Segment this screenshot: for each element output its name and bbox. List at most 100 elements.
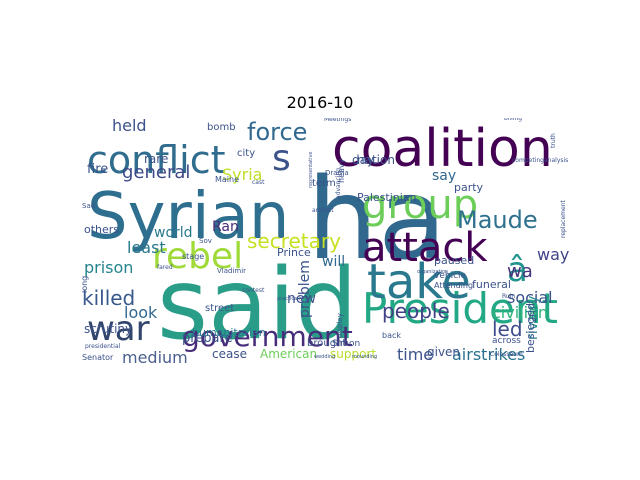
- word-wa: wa: [507, 261, 533, 282]
- word-billing: billing: [504, 118, 522, 122]
- word-said: said: [157, 248, 358, 362]
- word-backwash: backwash: [454, 118, 494, 120]
- word-organization: organization: [417, 269, 448, 275]
- word-truth: truth: [550, 133, 557, 148]
- word-representative: representative: [308, 152, 314, 188]
- word-fared: fared: [157, 264, 173, 271]
- word-attack: attack: [362, 225, 488, 271]
- word-medium: medium: [122, 348, 188, 367]
- word-back: back: [382, 331, 401, 340]
- word-conflict: conflict: [87, 138, 226, 182]
- word-coalition: coalition: [332, 119, 553, 179]
- word-s: s: [272, 138, 291, 179]
- word-airstrikes: airstrikes: [452, 345, 525, 364]
- word-prepare: prepare: [182, 331, 233, 346]
- word-rare: rare: [144, 152, 168, 166]
- word-social: social: [507, 288, 553, 307]
- word-presidential: presidential: [85, 343, 121, 350]
- word-people: people: [382, 299, 450, 323]
- word-war: war: [87, 309, 150, 349]
- word-american: American: [260, 347, 317, 361]
- word-mounding: mounding: [352, 354, 377, 360]
- word-cease: cease: [212, 347, 247, 361]
- word-contest: contest: [242, 287, 265, 294]
- word-syria: Syria: [222, 165, 262, 184]
- word-attending: Attending: [434, 281, 473, 290]
- word-palestinian: Palestinian: [357, 191, 417, 204]
- word-rebel: rebel: [152, 236, 243, 277]
- word-force: force: [247, 118, 307, 146]
- word-vehicle: vehicle: [434, 271, 467, 281]
- word-new: new: [287, 291, 316, 307]
- word-humanitarian: humanitarian: [192, 326, 266, 339]
- word-merest: Merest: [532, 118, 559, 120]
- word-analysis: analysis: [544, 157, 568, 164]
- word-time: time: [397, 345, 433, 364]
- word-secretary: secretary: [247, 229, 341, 253]
- word-take: take: [367, 254, 471, 310]
- word-say: say: [432, 168, 456, 184]
- word-paused: paused: [434, 254, 474, 267]
- word-colosseum: Colosseum: [490, 351, 523, 358]
- word-ran: Ran: [212, 219, 239, 235]
- word-competing: competing: [512, 157, 544, 164]
- word-ruin: Ruin: [502, 293, 515, 300]
- word-replacement: replacement: [560, 199, 567, 238]
- word-syrian: Syrian: [87, 180, 289, 254]
- word-others: others: [84, 223, 119, 236]
- word-city: city: [237, 148, 255, 159]
- word-senator: Senator: [82, 353, 114, 362]
- word-maude: Maude: [457, 206, 538, 234]
- word-simon: Simon: [332, 339, 360, 349]
- word-scrutiny: scrutiny: [84, 322, 132, 336]
- word-long: long: [82, 276, 89, 293]
- word-artifact: artifact: [312, 207, 334, 214]
- word-cloud-words: hasaidSyriancoalitionPresidenttakegroupa…: [82, 118, 569, 367]
- word-cast: cast: [252, 179, 265, 186]
- word-general: general: [122, 162, 190, 183]
- word-world: world: [154, 225, 193, 241]
- word-stage: stage: [182, 252, 204, 261]
- word-practically: practically: [277, 296, 303, 302]
- word-within: within: [134, 118, 161, 121]
- word-advancing: advancing: [335, 168, 342, 199]
- word-prison: prison: [84, 258, 133, 277]
- word-fire: fire: [87, 162, 108, 177]
- word-heavy: heavy: [337, 158, 346, 183]
- word-party: party: [454, 181, 484, 194]
- word-vice: vice: [104, 118, 123, 121]
- word-way: way: [537, 245, 569, 264]
- word-civilian: civilian: [492, 303, 548, 322]
- word-besieged: besieged: [524, 303, 537, 353]
- word-meetings: Meetings: [324, 118, 351, 123]
- word-support: support: [330, 347, 376, 361]
- word-day: day: [352, 153, 374, 167]
- word-bomb: bomb: [207, 122, 236, 133]
- word-display: display: [336, 313, 344, 338]
- word-led: led: [492, 317, 523, 341]
- chart-title: 2016-10: [286, 93, 354, 112]
- word-look: look: [124, 303, 158, 322]
- word-wedding: wedding: [314, 354, 335, 360]
- word-government: government: [182, 320, 353, 353]
- word-sov: Sov: [199, 237, 212, 245]
- word-least: least: [127, 238, 166, 257]
- word-term: term: [312, 178, 336, 189]
- word-funeral: funeral: [472, 278, 511, 291]
- word-given: given: [427, 345, 460, 359]
- word-ha: ha: [307, 155, 447, 285]
- word-will: will: [322, 254, 345, 270]
- word--: â: [507, 250, 528, 290]
- word-cloud: hasaidSyriancoalitionPresidenttakegroupa…: [82, 118, 569, 367]
- word-street: street: [205, 303, 234, 314]
- word-brought: brought: [307, 338, 346, 349]
- word-killed: killed: [82, 286, 135, 310]
- word-held: held: [112, 118, 147, 135]
- word-president: President: [362, 284, 558, 333]
- word-problem: problem: [297, 260, 313, 318]
- word-prince: Prince: [277, 246, 311, 259]
- word-vladimir: Vladimir: [217, 267, 246, 275]
- word-group: group: [362, 182, 478, 228]
- word-across: across: [492, 336, 521, 346]
- word-maine: Maine: [215, 175, 239, 184]
